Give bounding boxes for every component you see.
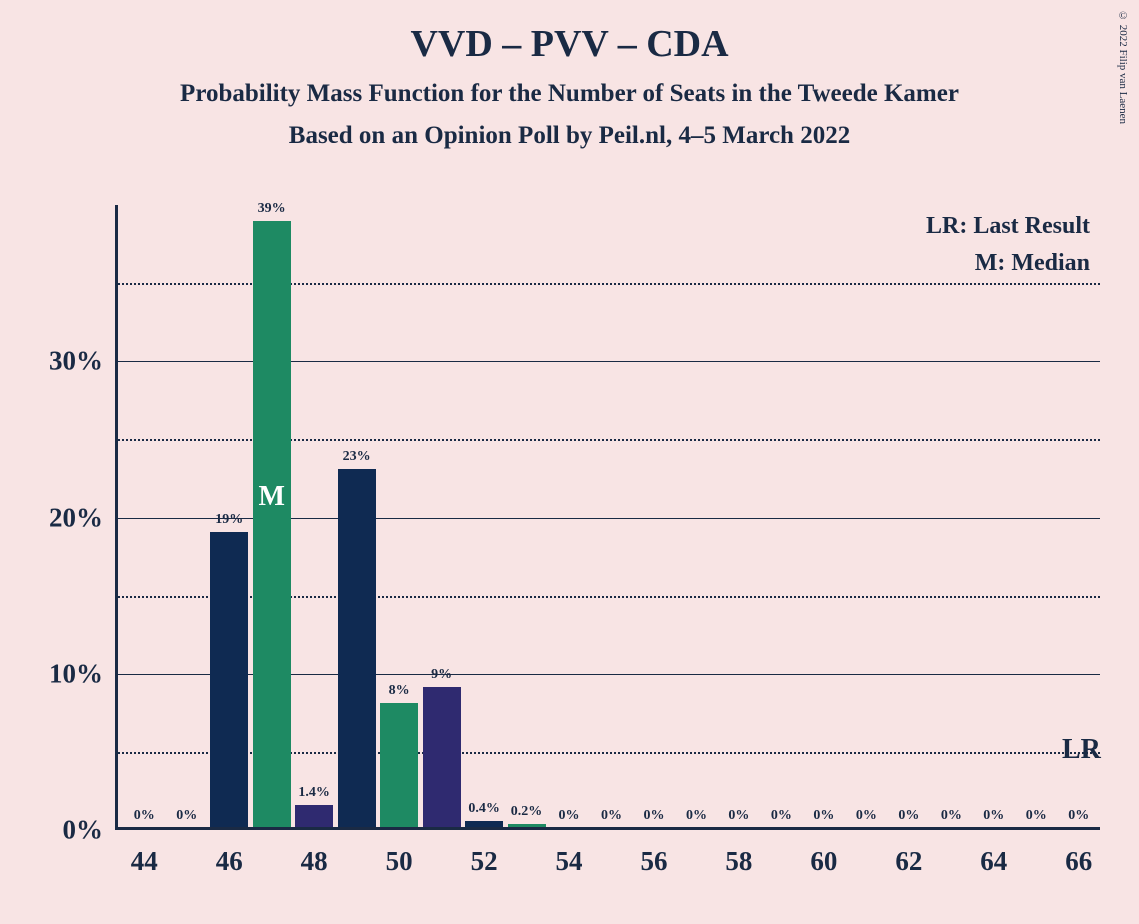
- y-tick-label: 30%: [49, 346, 103, 377]
- x-tick-label: 64: [980, 846, 1007, 877]
- x-tick-label: 58: [725, 846, 752, 877]
- median-marker: M: [258, 481, 284, 513]
- bar-value-label: 0%: [898, 808, 919, 824]
- copyright-text: © 2022 Filip van Laenen: [1117, 10, 1129, 124]
- bar-value-label: 39%: [258, 201, 286, 217]
- x-tick-label: 56: [640, 846, 667, 877]
- x-tick-label: 44: [131, 846, 158, 877]
- x-tick-label: 62: [895, 846, 922, 877]
- bar-value-label: 0%: [813, 808, 834, 824]
- bar-value-label: 0.2%: [511, 804, 543, 820]
- bar-value-label: 0%: [643, 808, 664, 824]
- x-tick-label: 54: [556, 846, 583, 877]
- x-axis: [115, 827, 1100, 830]
- bar-value-label: 0%: [941, 808, 962, 824]
- bar: 0.2%: [508, 824, 546, 827]
- chart-subtitle-1: Probability Mass Function for the Number…: [0, 80, 1139, 108]
- y-tick-label: 0%: [63, 815, 104, 846]
- bar-value-label: 0%: [983, 808, 1004, 824]
- x-tick-label: 66: [1065, 846, 1092, 877]
- chart-container: VVD – PVV – CDA Probability Mass Functio…: [0, 0, 1139, 924]
- bar-value-label: 0%: [559, 808, 580, 824]
- bar-value-label: 0%: [1026, 808, 1047, 824]
- bar-value-label: 1.4%: [298, 785, 330, 801]
- bar: 9%: [423, 687, 461, 827]
- bar-value-label: 8%: [389, 683, 410, 699]
- bar-value-label: 23%: [343, 449, 371, 465]
- bar-value-label: 0.4%: [468, 801, 500, 817]
- bar: 8%: [380, 703, 418, 827]
- bar: 19%: [210, 532, 248, 827]
- bar: 0.4%: [465, 821, 503, 827]
- bar-value-label: 0%: [176, 808, 197, 824]
- legend-m: M: Median: [926, 250, 1090, 277]
- x-tick-label: 46: [216, 846, 243, 877]
- chart-subtitle-2: Based on an Opinion Poll by Peil.nl, 4–5…: [0, 122, 1139, 150]
- x-tick-label: 60: [810, 846, 837, 877]
- chart-title: VVD – PVV – CDA: [0, 0, 1139, 66]
- bar-value-label: 0%: [728, 808, 749, 824]
- bar-value-label: 0%: [601, 808, 622, 824]
- lr-marker: LR: [1062, 734, 1101, 766]
- chart-legend: LR: Last Result M: Median: [926, 213, 1090, 287]
- legend-lr: LR: Last Result: [926, 213, 1090, 240]
- bar-value-label: 0%: [134, 808, 155, 824]
- bar: 39%M: [253, 221, 291, 827]
- chart-plot-area: LR: Last Result M: Median 0%10%20%30%444…: [115, 205, 1100, 830]
- bar-value-label: 0%: [856, 808, 877, 824]
- x-tick-label: 52: [471, 846, 498, 877]
- x-tick-label: 50: [386, 846, 413, 877]
- y-tick-label: 10%: [49, 658, 103, 689]
- bar-value-label: 0%: [1068, 808, 1089, 824]
- bar-value-label: 0%: [771, 808, 792, 824]
- bar: 23%: [338, 469, 376, 827]
- bar-value-label: 9%: [431, 667, 452, 683]
- bar-value-label: 0%: [686, 808, 707, 824]
- x-tick-label: 48: [301, 846, 328, 877]
- bar: 1.4%: [295, 805, 333, 827]
- y-tick-label: 20%: [49, 502, 103, 533]
- bar-value-label: 19%: [215, 512, 243, 528]
